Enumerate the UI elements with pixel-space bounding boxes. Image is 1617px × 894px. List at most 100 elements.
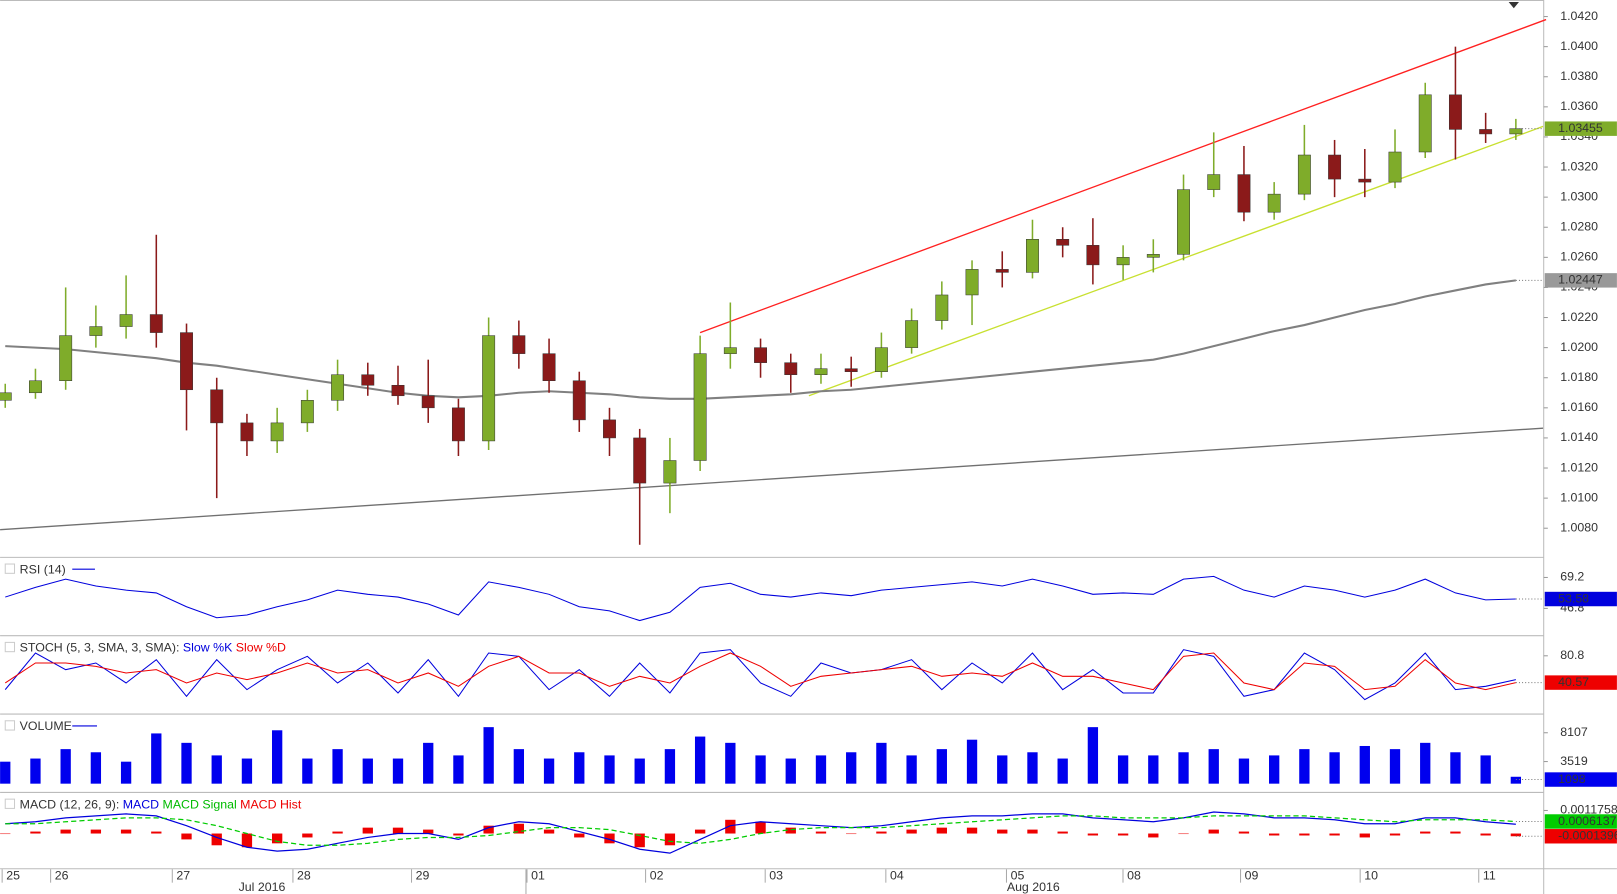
candle-body [633,437,647,484]
x-tick-label: 27 [176,869,190,883]
volume-bar [423,742,434,784]
x-tick-label: 25 [6,869,20,883]
volume-bar [302,758,313,784]
candle-body [361,374,375,386]
volume-bar [1087,727,1099,784]
hist-bar [1178,833,1189,835]
y-tick-label: 1.0080 [1560,520,1598,534]
volume-bar [664,749,676,784]
volume-bar [1359,745,1370,784]
volume-bar [966,739,978,784]
volume-bar [1510,776,1522,784]
hist-bar [574,833,585,838]
candle-body [1448,94,1462,130]
y-tick-label: 8107 [1560,725,1588,739]
hist-bar [423,829,434,834]
candle-body [1146,254,1160,258]
hist-bar [90,829,102,834]
hist-bar [1208,829,1219,834]
volume-bar [634,758,645,784]
value-box [1544,121,1617,136]
candle-body [300,400,314,424]
hist-bar [1450,831,1461,834]
value-box [1544,273,1617,288]
candle-body [754,347,767,363]
volume-bar [906,755,917,784]
x-tick-label: 26 [55,869,69,883]
macd-title-text: MACD (12, 26, 9): [20,798,120,812]
y-tick-label: 1.0360 [1560,99,1598,113]
hist-bar [1329,833,1340,836]
volume-bar [1329,752,1340,784]
volume-bar [694,736,706,784]
line-series [5,575,1516,622]
hist-bar [1389,833,1401,836]
candle-body [844,368,858,372]
volume-bar [755,755,766,784]
volume-bar [1057,758,1068,784]
hist-bar [241,833,253,848]
candle-body [1509,128,1523,135]
value-box [1544,591,1617,607]
x-tick-label: 08 [1127,869,1141,883]
y-tick-label: 1.0300 [1560,189,1598,203]
candle-body [1418,94,1432,153]
y-tick-label: 1.0280 [1560,220,1598,234]
hist-bar [1510,833,1522,837]
volume-bar [1117,755,1129,784]
hist-bar [725,819,736,834]
x-tick-label: 03 [769,869,783,883]
hist-bar [332,831,343,834]
current-value-label: 1.03455 [1558,121,1603,135]
candle-body [1297,154,1311,195]
volume-bar [1450,752,1461,784]
hist-bar [1359,833,1370,838]
scroll-arrow[interactable] [1508,2,1519,9]
candle-body [391,384,405,397]
volume-bar [604,755,615,784]
legend-entry: MACD Hist [240,798,302,812]
candle-body [814,368,828,375]
hist-bar [936,827,947,834]
candle-body [331,374,345,401]
candle-body [1116,257,1130,266]
candle-body [663,460,677,484]
volume-bar [1208,749,1219,784]
candle-body [512,335,526,354]
hist-bar [634,833,645,848]
volume-bar [483,727,494,784]
current-value-label: -0.0001396 [1558,829,1617,843]
volume-bar [725,742,736,784]
volume-bar [936,749,947,784]
candle-body [603,419,616,439]
hist-bar [1117,833,1129,836]
legend-entry: MACD [123,798,159,812]
hist-bar [906,829,917,834]
candle-body [119,314,133,327]
candle-body [995,269,1009,273]
hist-bar [664,833,676,846]
hist-bar [1087,833,1099,836]
hist-bar [392,827,404,834]
legend-entry: MACD Signal [163,798,237,812]
hist-bar [120,829,132,834]
candle-body [1358,178,1372,183]
candle-body [1207,174,1221,190]
y-tick-label: 1.0120 [1560,460,1598,474]
volume-bar [60,749,71,784]
current-value-label: 0.0006137 [1558,814,1617,828]
y-tick-label: 3519 [1560,754,1588,768]
candle-body [180,332,193,391]
volume-bar [151,733,162,784]
candle-body [149,314,163,333]
candle-body [1388,151,1402,183]
value-box [1544,675,1617,690]
hist-bar [997,829,1008,834]
x-tick-label: 10 [1364,869,1378,883]
x-tick-label: 05 [1011,869,1025,883]
volume-bar [1027,752,1038,784]
hist-bar [966,827,978,834]
candle-body [965,269,979,296]
